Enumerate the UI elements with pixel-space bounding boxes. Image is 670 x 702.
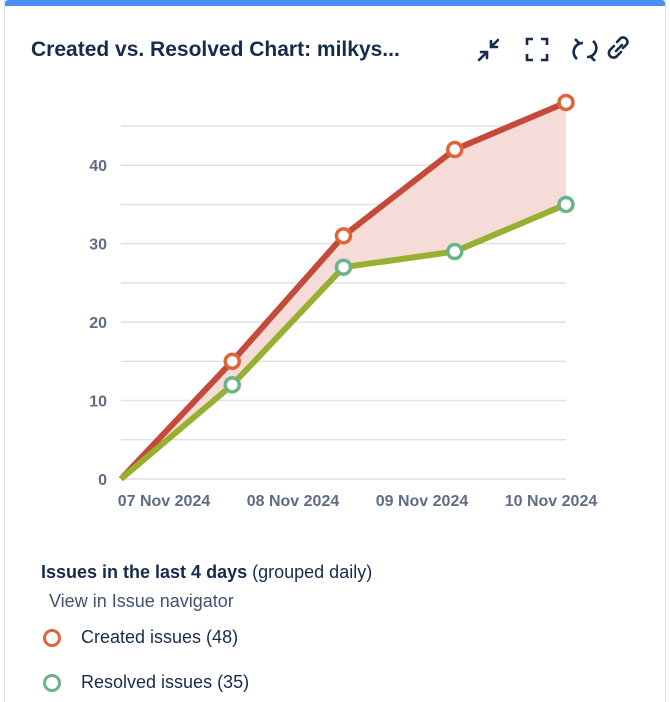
legend-item[interactable]: Created issues (48) (43, 627, 238, 648)
grouping: (grouped daily) (252, 562, 373, 582)
gadget-card: Created vs. Resolved Chart: milkys... 0 1… (4, 0, 666, 702)
y-tick-label: 0 (98, 472, 107, 489)
link-icon[interactable] (607, 36, 629, 59)
data-point (557, 195, 575, 214)
chart: 0 10 20 30 40 07 Nov 2024 08 Nov 2024 09 Nov 20… (89, 93, 598, 510)
data-point (557, 93, 575, 112)
data-point (223, 376, 241, 394)
period-line: Issues in the last 4 days (grouped daily… (41, 562, 372, 583)
data-point (223, 352, 241, 371)
legend-item[interactable]: Resolved issues (35) (43, 672, 249, 693)
legend-label: Created issues (48) (81, 627, 239, 647)
period: Issues in the last 4 days (41, 562, 248, 582)
data-point (334, 227, 353, 245)
x-tick-label: 08 Nov 2024 (247, 493, 340, 510)
data-point (334, 258, 353, 276)
data-point (446, 242, 464, 261)
fullscreen-icon[interactable] (525, 37, 549, 62)
y-tick-label: 30 (89, 237, 107, 254)
y-tick-label: 40 (89, 158, 107, 175)
legend-marker (43, 673, 61, 692)
gadget-title: Created vs. Resolved Chart: milkys... (31, 38, 400, 61)
toolbar (477, 36, 629, 62)
y-tick-label: 10 (89, 394, 107, 411)
data-point (446, 140, 464, 159)
y-tick-label: 20 (89, 315, 107, 332)
legend-label: Resolved issues (35) (81, 672, 250, 692)
x-tick-label: 10 Nov 2024 (505, 493, 598, 510)
minimize-icon[interactable] (477, 38, 500, 62)
navigator-link[interactable]: View in Issue navigator (49, 591, 234, 611)
refresh-icon[interactable] (572, 38, 598, 62)
x-tick-label: 09 Nov 2024 (376, 493, 469, 510)
legend-marker (43, 628, 61, 647)
top-accent (5, 0, 665, 6)
x-tick-label: 07 Nov 2024 (118, 493, 211, 510)
